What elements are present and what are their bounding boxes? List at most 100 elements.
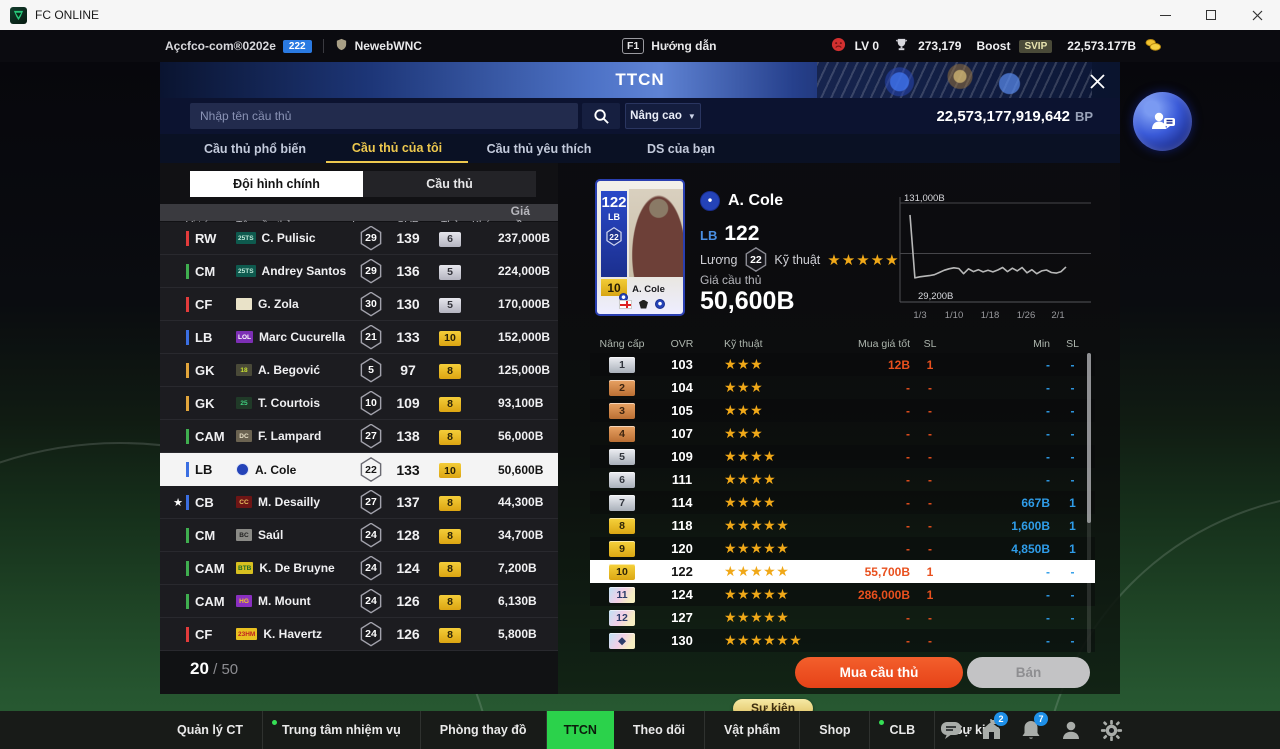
close-modal-button[interactable] <box>1084 69 1110 93</box>
card-type-badge: DC <box>236 430 252 442</box>
guide-link[interactable]: Hướng dẫn <box>651 39 717 53</box>
advanced-filter-dropdown[interactable]: Nâng cao ▼ <box>625 103 701 129</box>
nav-item-1[interactable]: Trung tâm nhiệm vụ <box>263 711 421 749</box>
tab-0[interactable]: Cầu thủ phổ biến <box>203 141 307 156</box>
upgrade-min-price: - <box>1046 357 1050 372</box>
tab-3[interactable]: DS của bạn <box>646 141 716 156</box>
upgrade-row-103[interactable]: 1 103 ★★★ 12B 1 - - <box>590 353 1095 376</box>
roster-row-t-courtois[interactable]: GK 25 T. Courtois 10 109 8 93,100B <box>160 387 558 420</box>
chat-icon[interactable] <box>938 717 964 743</box>
tab-1[interactable]: Cầu thủ của tôi <box>326 134 468 163</box>
upgrade-row-104[interactable]: 2 104 ★★★ - - - - <box>590 376 1095 399</box>
roster-row-m-mount[interactable]: CAM HG M. Mount 24 126 8 6,130B <box>160 585 558 618</box>
roster-row-marc-cucurella[interactable]: LB LOL Marc Cucurella 21 133 10 152,000B <box>160 321 558 354</box>
upgrade-row-114[interactable]: 7 114 ★★★★ - - 667B 1 <box>590 491 1095 514</box>
roster-row-sa-l[interactable]: CM BC Saúl 24 128 8 34,700B <box>160 519 558 552</box>
upgrade-ovr: 120 <box>671 541 693 556</box>
card-type-badge: 25TS <box>236 265 256 277</box>
roster-row-k-havertz[interactable]: CF 23HM K. Havertz 24 126 8 5,800B <box>160 618 558 651</box>
nav-item-5[interactable]: Vật phẩm <box>705 711 801 749</box>
market-tabs: Cầu thủ phổ biến Cầu thủ của tôi Cầu thủ y… <box>160 134 1120 163</box>
modal-body: Đội hình chính Cầu thủ Vị tríTên cầu thủL… <box>160 163 1120 694</box>
upgrade-min-qty: - <box>1070 449 1075 464</box>
maximize-button[interactable] <box>1188 0 1234 30</box>
row-ovr: 139 <box>396 230 420 246</box>
bp-balance-value: 22,573,177,919,642 <box>936 107 1070 125</box>
roster-row-k-de-bruyne[interactable]: CAM BTB K. De Bruyne 24 124 8 7,200B <box>160 552 558 585</box>
modal-header: TTCN <box>160 62 1120 98</box>
bell-icon[interactable]: 7 <box>1018 712 1048 743</box>
roster-subtab-1[interactable]: Cầu thủ <box>426 177 473 191</box>
player-search-input[interactable] <box>190 103 578 129</box>
upgrade-min-qty: - <box>1070 357 1075 372</box>
row-ovr: 133 <box>396 329 420 345</box>
row-salary: 29 <box>348 225 388 251</box>
row-card-level: 8 <box>428 625 472 643</box>
upgrade-row-124[interactable]: 11 124 ★★★★★ 286,000B 1 - - <box>590 583 1095 606</box>
upgrade-scrollbar[interactable] <box>1087 353 1091 653</box>
row-player-name: CC M. Desailly <box>236 495 348 509</box>
roster-count: 20 / 50 <box>190 659 238 679</box>
notification-badge: 2 <box>994 712 1008 726</box>
upgrade-min-price: 667B <box>1021 495 1050 510</box>
nav-item-4[interactable]: Theo dõi <box>614 711 705 749</box>
social-chat-floating-button[interactable] <box>1133 92 1192 151</box>
upgrade-min-price: 4,850B <box>1011 541 1050 556</box>
card-player-name: A. Cole <box>632 283 665 295</box>
roster-row-m-desailly[interactable]: ★ CB CC M. Desailly 27 137 8 44,300B <box>160 486 558 519</box>
player-photo <box>629 189 683 277</box>
tab-2[interactable]: Cầu thủ yêu thích <box>486 141 592 156</box>
roster-row-f-lampard[interactable]: CAM DC F. Lampard 27 138 8 56,000B <box>160 420 558 453</box>
row-card-level: 8 <box>428 361 472 379</box>
account-name: Açcfco-com®0202e <box>165 39 276 53</box>
upgrade-stars: ★★★★★ <box>724 586 790 602</box>
upgrade-min-price: - <box>1046 610 1050 625</box>
nav-item-7[interactable]: CLB <box>870 711 936 749</box>
close-window-button[interactable] <box>1234 0 1280 30</box>
upgrade-stars: ★★★★★ <box>724 563 790 579</box>
upgrade-row-122[interactable]: 10 122 ★★★★★ 55,700B 1 - - <box>590 560 1095 583</box>
col-skill: Kỹ thuật <box>724 337 763 350</box>
account-level-badge: 222 <box>282 39 312 53</box>
nav-item-6[interactable]: Shop <box>800 711 871 749</box>
roster-row-c-pulisic[interactable]: RW 25TS C. Pulisic 29 139 6 237,000B <box>160 222 558 255</box>
row-card-level: 10 <box>428 461 472 479</box>
roster-row-a-cole[interactable]: LB A. Cole 22 133 10 50,600B <box>160 453 558 486</box>
row-price: 237,000B <box>498 231 551 245</box>
row-price: 5,800B <box>498 627 537 641</box>
upgrade-best-qty: - <box>928 403 932 418</box>
roster-row-g-zola[interactable]: CF G. Zola 30 130 5 170,000B <box>160 288 558 321</box>
upgrade-row-107[interactable]: 4 107 ★★★ - - - - <box>590 422 1095 445</box>
search-button[interactable] <box>582 103 620 129</box>
nav-item-0[interactable]: Quản lý CT <box>158 711 263 749</box>
row-price: 125,000B <box>498 363 551 377</box>
row-player-name: 18 A. Begović <box>236 363 348 377</box>
card-type-badge: HG <box>236 595 252 607</box>
nav-item-2[interactable]: Phòng thay đồ <box>421 711 547 749</box>
upgrade-row-120[interactable]: 9 120 ★★★★★ - - 4,850B 1 <box>590 537 1095 560</box>
upgrade-ovr: 107 <box>671 426 693 441</box>
upgrade-row-111[interactable]: 6 111 ★★★★ - - - - <box>590 468 1095 491</box>
row-salary: 24 <box>348 522 388 548</box>
home-icon[interactable]: 2 <box>978 712 1008 743</box>
roster-row-a-begovi-[interactable]: GK 18 A. Begović 5 97 8 125,000B <box>160 354 558 387</box>
buy-player-button[interactable]: Mua cầu thủ <box>795 657 963 688</box>
settings-icon[interactable] <box>1098 717 1124 743</box>
row-player-name: A. Cole <box>236 463 348 477</box>
upgrade-row-127[interactable]: 12 127 ★★★★★ - - - - <box>590 606 1095 629</box>
minimize-button[interactable] <box>1142 0 1188 30</box>
app-logo-icon <box>10 6 27 24</box>
upgrade-row-109[interactable]: 5 109 ★★★★ - - - - <box>590 445 1095 468</box>
roster-count-current: 20 <box>190 659 209 678</box>
upgrade-row-130[interactable]: ◆ 130 ★★★★★★ - - - - <box>590 629 1095 652</box>
coins-icon <box>1145 38 1162 55</box>
upgrade-ovr: 111 <box>671 472 693 487</box>
upgrade-row-105[interactable]: 3 105 ★★★ - - - - <box>590 399 1095 422</box>
upgrade-row-118[interactable]: 8 118 ★★★★★ - - 1,600B 1 <box>590 514 1095 537</box>
roster-subtab-0[interactable]: Đội hình chính <box>190 171 363 197</box>
nav-item-3[interactable]: TTCN <box>546 711 614 749</box>
profile-icon[interactable] <box>1058 717 1084 743</box>
roster-row-andrey-santos[interactable]: CM 25TS Andrey Santos 29 136 5 224,000B <box>160 255 558 288</box>
sell-player-button[interactable]: Bán <box>967 657 1090 688</box>
